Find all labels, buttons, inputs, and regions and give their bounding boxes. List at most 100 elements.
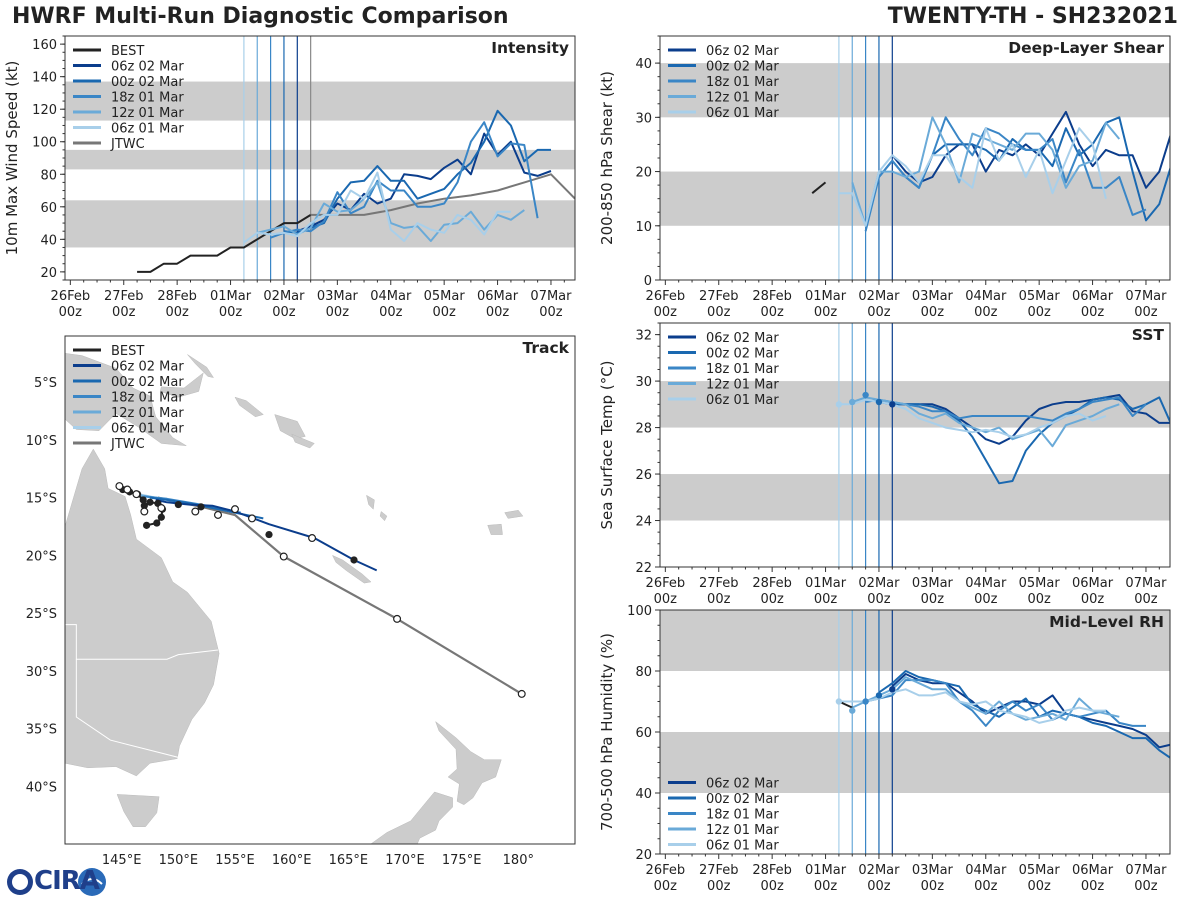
shear-xtick-label-8: 06Mar [1072, 289, 1114, 304]
intensity-ytick-label-1: 40 [40, 233, 57, 248]
shear-title: Deep-Layer Shear [1008, 39, 1164, 57]
intensity-series-run_06z_01 [243, 171, 511, 244]
shear-xtick-sub-0: 00z [654, 305, 678, 320]
shear-ylabel: 200-850 hPa Shear (kt) [598, 71, 616, 245]
shear-panel: 01020304026Feb00z27Feb00z28Feb00z01Mar00… [598, 35, 1171, 320]
track-lat-label-5: 30°S [26, 665, 57, 680]
shear-legend-label-0: 06z 02 Mar [706, 44, 779, 59]
rh-legend-label-2: 18z 01 Mar [706, 808, 779, 823]
shear-xtick-label-5: 03Mar [912, 289, 954, 304]
intensity-xtick-sub-1: 00z [112, 305, 136, 320]
rh-xtick-label-5: 03Mar [912, 863, 954, 878]
rh-legend-label-0: 06z 02 Mar [706, 777, 779, 792]
best-track-point-5 [146, 498, 154, 506]
sst-xtick-sub-6: 00z [974, 592, 998, 607]
best-track-point-7 [139, 496, 147, 504]
sst-legend-label-4: 06z 01 Mar [706, 393, 779, 408]
rh-xtick-sub-8: 00z [1081, 879, 1105, 894]
sst-init-marker-2 [862, 391, 869, 399]
sst-legend-label-2: 18z 01 Mar [706, 362, 779, 377]
sst-init-marker-3 [875, 398, 883, 406]
track-open-point-9 [279, 552, 288, 561]
sst-series-run_18z_01 [865, 396, 1147, 422]
shear-xtick-sub-5: 00z [921, 305, 945, 320]
rh-xtick-label-3: 01Mar [805, 863, 847, 878]
best-track-point-0 [143, 521, 151, 529]
track-open-point-11 [517, 689, 526, 698]
intensity-xtick-label-1: 27Feb [104, 289, 144, 304]
shear-series-run_12z_01 [851, 116, 1121, 227]
rh-xtick-label-0: 26Feb [646, 863, 686, 878]
rh-init-marker-3 [875, 692, 883, 699]
track-lines [115, 482, 526, 698]
sst-ytick-label-5: 32 [635, 329, 652, 344]
rh-ytick-label-0: 20 [635, 848, 652, 863]
rh-xtick-sub-2: 00z [760, 879, 784, 894]
cira-logo: CIRA [4, 866, 108, 898]
shear-xtick-label-7: 05Mar [1019, 289, 1061, 304]
shear-xtick-label-3: 01Mar [805, 289, 847, 304]
state-border-1 [65, 624, 219, 660]
new-ireland-land [187, 354, 215, 378]
track-lon-label-4: 165°E [329, 853, 369, 868]
sst-legend-label-0: 06z 02 Mar [706, 331, 779, 346]
shear-xtick-sub-7: 00z [1027, 305, 1051, 320]
intensity-legend-label-5: 06z 01 Mar [111, 122, 184, 137]
intensity-xtick-label-7: 05Mar [424, 289, 466, 304]
track-lat-label-0: 5°S [34, 376, 57, 391]
rh-series-run_18z_01 [865, 679, 1146, 727]
fiji-land-1 [487, 523, 503, 535]
intensity-legend-label-3: 18z 01 Mar [111, 91, 184, 106]
intensity-ytick-label-7: 160 [32, 38, 57, 53]
sst-ytick-label-3: 28 [635, 422, 652, 437]
rh-xtick-sub-9: 00z [1134, 879, 1158, 894]
track-lat-label-3: 20°S [26, 549, 57, 564]
track-legend-label-3: 18z 01 Mar [111, 391, 184, 406]
rh-xtick-sub-1: 00z [707, 879, 731, 894]
rh-xtick-label-9: 07Mar [1125, 863, 1167, 878]
sst-xtick-label-3: 01Mar [805, 576, 847, 591]
shear-xtick-sub-3: 00z [814, 305, 838, 320]
sst-panel: 22242628303226Feb00z27Feb00z28Feb00z01Ma… [598, 322, 1171, 607]
best-track-point-14 [350, 556, 358, 564]
shear-legend-label-3: 12z 01 Mar [706, 91, 779, 106]
rh-series-group [835, 670, 1170, 759]
track-lon-label-3: 160°E [272, 853, 312, 868]
rh-xtick-sub-3: 00z [814, 879, 838, 894]
track-lat-label-6: 35°S [26, 723, 57, 738]
shear-series-run_06z_01 [838, 127, 1107, 227]
sst-xtick-sub-4: 00z [867, 592, 891, 607]
rh-series-run_06z_01 [838, 688, 1106, 724]
track-legend-label-1: 06z 02 Mar [111, 360, 184, 375]
shear-ytick-label-3: 30 [635, 111, 652, 126]
sst-xtick-label-1: 27Feb [699, 576, 739, 591]
sst-xtick-label-4: 02Mar [858, 576, 900, 591]
best-track-point-11 [174, 500, 182, 509]
sst-xtick-sub-8: 00z [1081, 592, 1105, 607]
intensity-xtick-sub-7: 00z [432, 305, 456, 320]
intensity-ytick-label-3: 80 [40, 168, 57, 183]
track-panel: 145°E 150°E 155°E 160°E 165°E 170°E 175°E 180° 5… [26, 335, 576, 868]
new-guinea-land [65, 353, 187, 446]
best-track-point-6 [140, 502, 148, 510]
track-open-point-4 [157, 504, 166, 513]
intensity-xtick-sub-4: 00z [272, 305, 296, 320]
shear-legend-label-4: 06z 01 Mar [706, 106, 779, 121]
track-legend-label-6: JTWC [110, 437, 145, 452]
sst-series-run_06z_01 [838, 398, 1107, 438]
rh-band-0 [660, 732, 1170, 793]
sst-xtick-label-0: 26Feb [646, 576, 686, 591]
storm-id: TWENTY-TH - SH232021 [887, 4, 1178, 29]
track-land-group [65, 353, 524, 844]
shear-xtick-sub-4: 00z [867, 305, 891, 320]
rh-ytick-label-2: 60 [635, 726, 652, 741]
intensity-xtick-sub-8: 00z [486, 305, 510, 320]
intensity-legend-label-4: 12z 01 Mar [111, 106, 184, 121]
track-lat-label-4: 25°S [26, 607, 57, 622]
intensity-xtick-sub-6: 00z [379, 305, 403, 320]
shear-ytick-label-2: 20 [635, 166, 652, 181]
track-open-point-0 [115, 482, 124, 491]
rh-xtick-sub-7: 00z [1027, 879, 1051, 894]
sst-init-marker-0 [835, 401, 843, 408]
track-lon-label-1: 150°E [159, 853, 199, 868]
